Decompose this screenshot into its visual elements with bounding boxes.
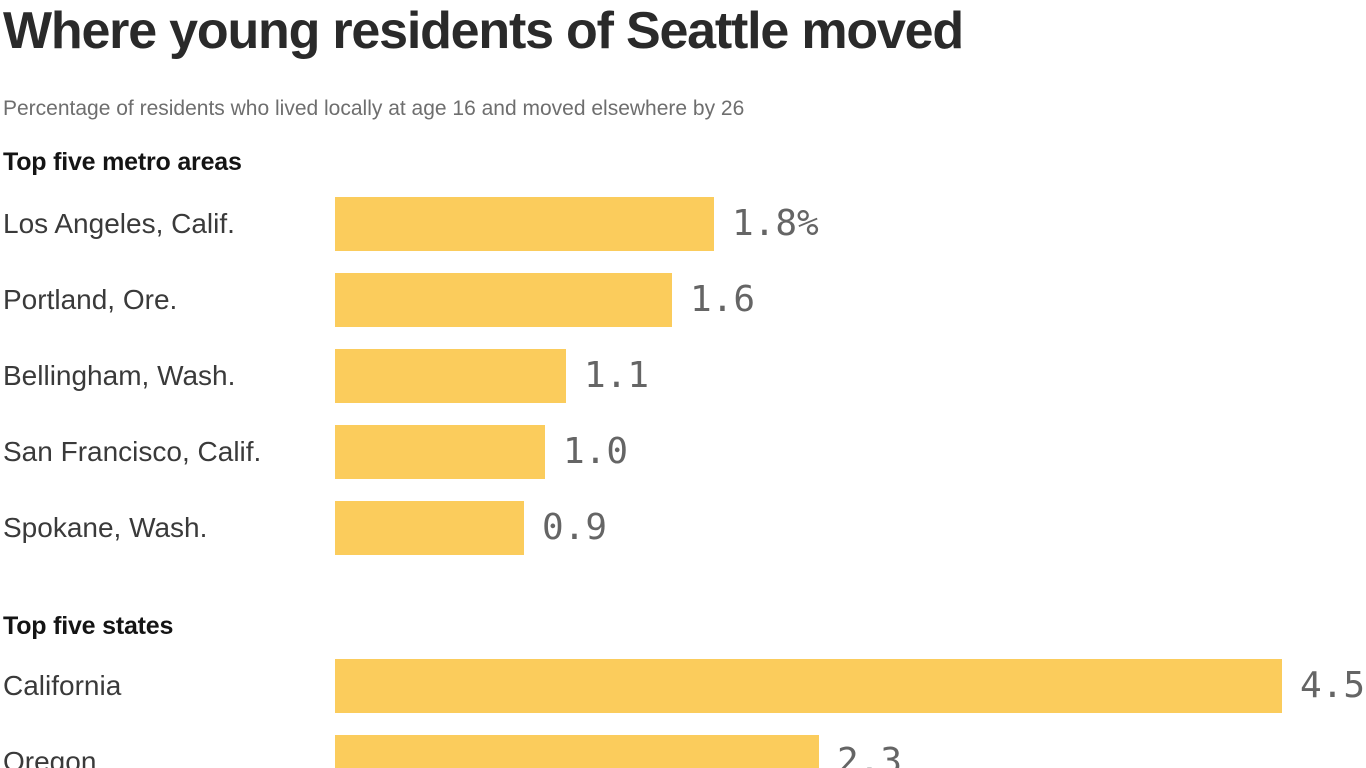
bar bbox=[335, 273, 672, 327]
value-label: 1.0 bbox=[563, 431, 629, 472]
bar bbox=[335, 197, 714, 251]
bar bbox=[335, 349, 566, 403]
bar-row: Bellingham, Wash. 1.1 bbox=[0, 338, 1366, 414]
value-label: 2.3 bbox=[837, 741, 903, 768]
bar-row: Oregon 2.3 bbox=[0, 724, 1366, 768]
bar bbox=[335, 501, 524, 555]
bar-rows: California 4.5 Oregon 2.3 bbox=[0, 648, 1366, 768]
bar-row: California 4.5 bbox=[0, 648, 1366, 724]
chart-title: Where young residents of Seattle moved bbox=[3, 2, 964, 60]
section-title: Top five states bbox=[3, 612, 174, 640]
category-label: San Francisco, Calif. bbox=[3, 436, 262, 467]
category-label: Los Angeles, Calif. bbox=[3, 208, 235, 239]
value-label: 0.9 bbox=[542, 507, 608, 548]
chart-subtitle: Percentage of residents who lived locall… bbox=[3, 97, 745, 120]
category-label: Spokane, Wash. bbox=[3, 512, 208, 543]
value-label: 1.1 bbox=[584, 355, 650, 396]
value-label: 1.8% bbox=[732, 203, 819, 244]
category-label: Oregon bbox=[3, 746, 97, 768]
bar-row: San Francisco, Calif. 1.0 bbox=[0, 414, 1366, 490]
bar bbox=[335, 659, 1282, 713]
value-label: 1.6 bbox=[690, 279, 756, 320]
value-label: 4.5 bbox=[1300, 665, 1366, 706]
bar-row: Portland, Ore. 1.6 bbox=[0, 262, 1366, 338]
section-title: Top five metro areas bbox=[3, 148, 242, 176]
bar-row: Spokane, Wash. 0.9 bbox=[0, 490, 1366, 566]
category-label: California bbox=[3, 670, 122, 701]
bar-rows: Los Angeles, Calif. 1.8% Portland, Ore. … bbox=[0, 186, 1366, 566]
category-label: Bellingham, Wash. bbox=[3, 360, 236, 391]
bar bbox=[335, 425, 545, 479]
bar bbox=[335, 735, 819, 768]
bar-row: Los Angeles, Calif. 1.8% bbox=[0, 186, 1366, 262]
category-label: Portland, Ore. bbox=[3, 284, 178, 315]
